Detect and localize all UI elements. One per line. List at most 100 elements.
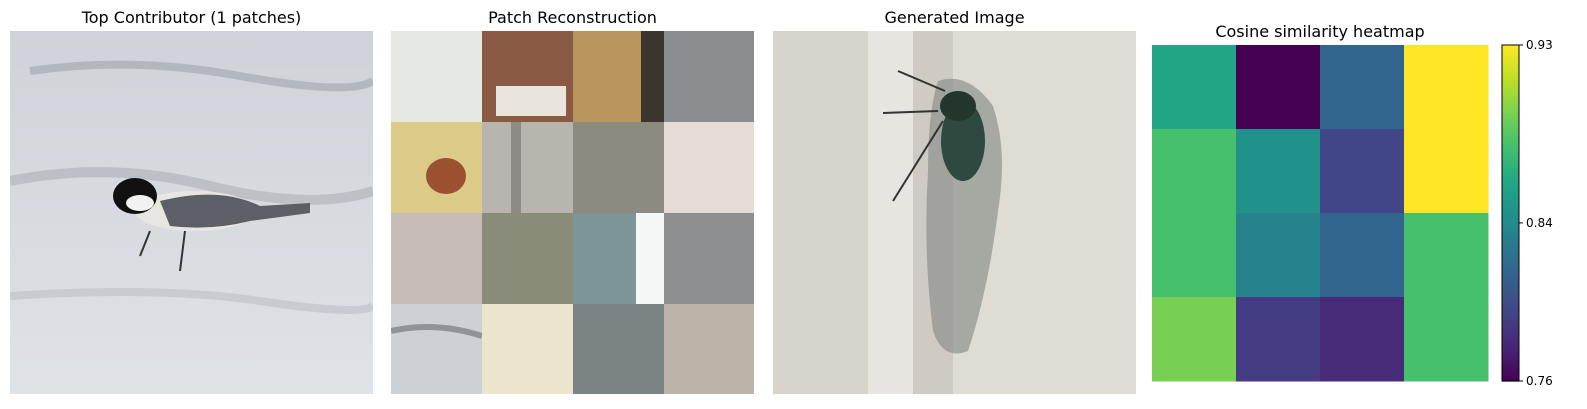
colorbar-gradient-step bbox=[1502, 297, 1519, 301]
colorbar-gradient-step bbox=[1502, 311, 1519, 315]
colorbar-gradient-step bbox=[1502, 319, 1519, 323]
colorbar-gradient-step bbox=[1502, 308, 1519, 312]
colorbar-gradient-step bbox=[1502, 215, 1519, 220]
colorbar-gradient-step bbox=[1502, 210, 1519, 214]
colorbar-gradient-step bbox=[1502, 232, 1519, 236]
generated-image bbox=[773, 31, 1136, 394]
colorbar-gradient-step bbox=[1502, 115, 1519, 119]
colorbar-gradient-step bbox=[1502, 185, 1519, 189]
colorbar-gradient-step bbox=[1502, 372, 1519, 376]
colorbar-gradient-step bbox=[1502, 148, 1519, 152]
colorbar-gradient-step bbox=[1502, 218, 1519, 222]
colorbar-gradient-step bbox=[1502, 221, 1519, 225]
colorbar-gradient-step bbox=[1502, 339, 1519, 343]
colorbar-gradient-step bbox=[1502, 333, 1519, 337]
colorbar-gradient-step bbox=[1502, 64, 1519, 68]
colorbar-gradient-step bbox=[1502, 129, 1519, 133]
colorbar-gradient-step bbox=[1502, 358, 1519, 362]
colorbar-gradient-step bbox=[1502, 207, 1519, 211]
colorbar-gradient-step bbox=[1502, 151, 1519, 155]
colorbar-gradient-step bbox=[1502, 143, 1519, 147]
colorbar-gradient-step bbox=[1502, 375, 1519, 379]
heatmap-cell-r3-c1 bbox=[1236, 297, 1321, 382]
colorbar: 0.76 0.84 0.93 bbox=[1501, 38, 1553, 388]
colorbar-gradient-step bbox=[1502, 325, 1519, 329]
colorbar-gradient-step bbox=[1502, 126, 1519, 130]
heatmap-cell-r2-c2 bbox=[1320, 213, 1405, 298]
colorbar-gradient-step bbox=[1502, 92, 1519, 96]
colorbar-gradient-step bbox=[1502, 299, 1519, 304]
colorbar-gradient-step bbox=[1502, 70, 1519, 74]
colorbar-gradient-step bbox=[1502, 238, 1519, 242]
heatmap-cell-r3-c0 bbox=[1152, 297, 1237, 382]
colorbar-gradient-step bbox=[1502, 316, 1519, 320]
colorbar-gradient-step bbox=[1502, 134, 1519, 138]
colorbar-gradient-step bbox=[1502, 361, 1519, 365]
colorbar-gradient-step bbox=[1502, 56, 1519, 60]
colorbar-gradient-step bbox=[1502, 355, 1519, 360]
colorbar-gradient-step bbox=[1502, 291, 1519, 295]
colorbar-gradient-step bbox=[1502, 336, 1519, 340]
heatmap-cell-r2-c3 bbox=[1404, 213, 1489, 298]
colorbar-gradient-step bbox=[1502, 378, 1519, 382]
heatmap-cell-r1-c1 bbox=[1236, 129, 1321, 214]
colorbar-gradient-step bbox=[1502, 330, 1519, 334]
colorbar-gradient-step bbox=[1502, 322, 1519, 326]
colorbar-gradient-step bbox=[1502, 280, 1519, 284]
colorbar-gradient-step bbox=[1502, 84, 1519, 88]
colorbar-gradient-step bbox=[1502, 140, 1519, 144]
colorbar-gradient-step bbox=[1502, 53, 1519, 57]
colorbar-gradient-step bbox=[1502, 367, 1519, 371]
colorbar-gradient-step bbox=[1502, 95, 1519, 99]
colorbar-gradient-step bbox=[1502, 162, 1519, 166]
colorbar-gradient-step bbox=[1502, 176, 1519, 180]
colorbar-gradient-step bbox=[1502, 201, 1519, 206]
colorbar-gradient-step bbox=[1502, 173, 1519, 178]
colorbar-gradient-step bbox=[1502, 364, 1519, 368]
colorbar-gradient-step bbox=[1502, 285, 1519, 290]
top-contributor-image bbox=[10, 31, 373, 394]
colorbar-gradient-step bbox=[1502, 257, 1519, 262]
colorbar-gradient-step bbox=[1502, 235, 1519, 239]
colorbar-gradient-step bbox=[1502, 227, 1519, 231]
colorbar-gradient-step bbox=[1502, 347, 1519, 351]
colorbar-gradient-step bbox=[1502, 101, 1519, 105]
colorbar-gradient-step bbox=[1502, 369, 1519, 374]
heatmap-cell-r1-c3 bbox=[1404, 129, 1489, 214]
colorbar-frame bbox=[1501, 44, 1520, 382]
colorbar-tick-label-0: 0.76 bbox=[1526, 374, 1553, 388]
heatmap-cell-r3-c2 bbox=[1320, 297, 1405, 382]
heatmap-title: Cosine similarity heatmap bbox=[1215, 22, 1425, 41]
colorbar-gradient-step bbox=[1502, 154, 1519, 158]
colorbar-gradient-step bbox=[1502, 313, 1519, 318]
colorbar-gradient-step bbox=[1502, 327, 1519, 332]
colorbar-gradient-step bbox=[1502, 341, 1519, 346]
heatmap-cell-r2-c0 bbox=[1152, 213, 1237, 298]
cicada-illustration bbox=[882, 70, 1002, 354]
heatmap-cell-r3-c3 bbox=[1404, 297, 1489, 382]
colorbar-gradient-step bbox=[1502, 199, 1519, 203]
colorbar-gradient-step bbox=[1502, 294, 1519, 298]
colorbar-gradient-step bbox=[1502, 67, 1519, 71]
top-contributor-title: Top Contributor (1 patches) bbox=[81, 8, 302, 27]
colorbar-gradient-step bbox=[1502, 117, 1519, 122]
heatmap-cell-r1-c2 bbox=[1320, 129, 1405, 214]
colorbar-gradient-step bbox=[1502, 288, 1519, 292]
heatmap-cell-r2-c1 bbox=[1236, 213, 1321, 298]
colorbar-gradient-step bbox=[1502, 47, 1519, 52]
heatmap-cell-r1-c0 bbox=[1152, 129, 1237, 214]
heatmap-cell-r0-c3 bbox=[1404, 45, 1489, 130]
colorbar-gradient-step bbox=[1502, 241, 1519, 245]
colorbar-gradient-step bbox=[1502, 344, 1519, 348]
patch-reconstruction-image bbox=[391, 31, 754, 394]
colorbar-gradient-step bbox=[1502, 137, 1519, 141]
colorbar-gradient-step bbox=[1502, 243, 1519, 248]
heatmap-cell-r0-c1 bbox=[1236, 45, 1321, 130]
colorbar-gradient-step bbox=[1502, 277, 1519, 281]
colorbar-gradient-step bbox=[1502, 274, 1519, 278]
colorbar-gradient-step bbox=[1502, 255, 1519, 259]
colorbar-gradient-step bbox=[1502, 50, 1519, 54]
colorbar-gradient-step bbox=[1502, 266, 1519, 270]
generated-image-title: Generated Image bbox=[884, 8, 1025, 27]
colorbar-gradient-step bbox=[1502, 157, 1519, 161]
